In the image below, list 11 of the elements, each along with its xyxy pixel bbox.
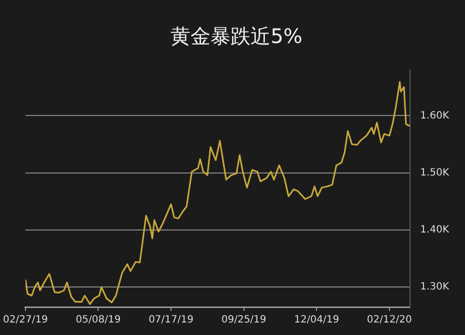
y-tick-label: 1.30K <box>420 282 450 293</box>
y-tick-label: 1.50K <box>420 167 450 178</box>
chart-title: 黄金暴跌近5% <box>170 24 302 48</box>
x-tick-label: 02/12/20 <box>366 314 412 326</box>
x-tick-label: 12/04/19 <box>294 314 340 326</box>
x-tick-label: 09/25/19 <box>221 314 266 326</box>
y-tick-label: 1.60K <box>420 110 450 122</box>
x-tick-label: 07/17/19 <box>148 314 194 326</box>
x-tick-label: 05/08/19 <box>76 314 121 326</box>
y-tick-label: 1.40K <box>420 224 450 236</box>
x-tick-label: 02/27/19 <box>2 314 48 326</box>
